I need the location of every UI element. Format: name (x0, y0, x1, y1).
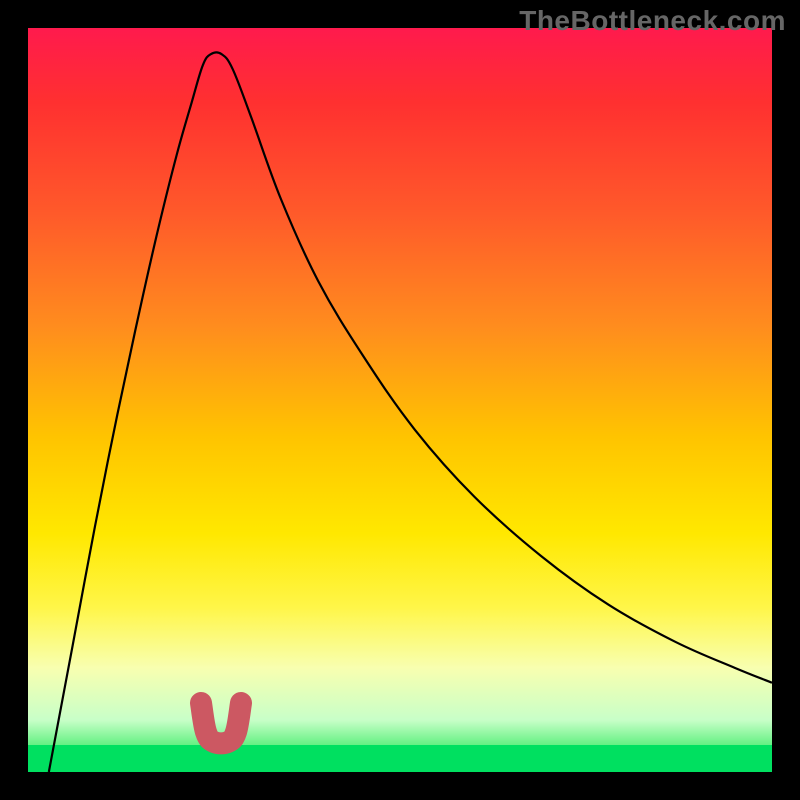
bottleneck-chart (0, 0, 800, 800)
plot-background (28, 28, 772, 772)
watermark-text: TheBottleneck.com (519, 5, 786, 37)
green-baseline-band (28, 745, 772, 772)
